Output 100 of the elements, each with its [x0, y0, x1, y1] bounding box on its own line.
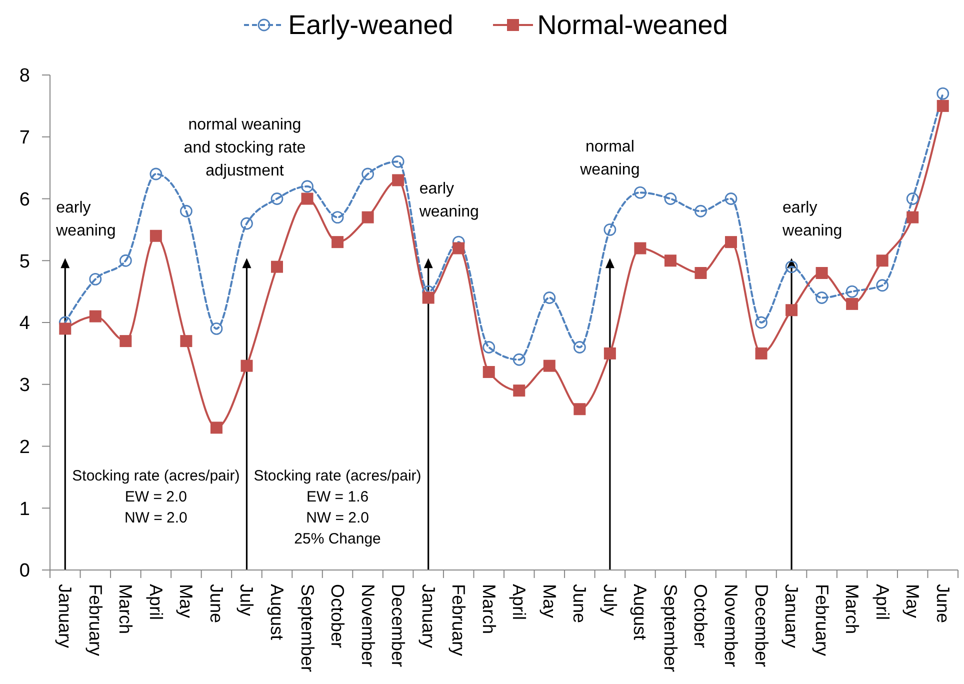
x-tick-label: May	[539, 584, 560, 618]
point	[846, 298, 858, 310]
annotation: early weaning	[55, 200, 116, 240]
legend-label: Normal-weaned	[537, 10, 728, 40]
point	[362, 211, 374, 224]
point	[331, 211, 344, 224]
point	[755, 347, 768, 360]
point	[392, 174, 404, 186]
y-tick-label: 8	[19, 66, 30, 87]
annotation: normal weaning and stocking rate adjustment	[184, 116, 306, 180]
y-tick-label: 0	[19, 560, 30, 582]
x-tick-label: August	[267, 584, 287, 640]
point	[301, 180, 314, 193]
x-tick-label: March	[478, 584, 499, 634]
y-tick-label: 4	[19, 313, 30, 334]
y-tick-label: 7	[19, 128, 30, 149]
x-tick-label: June	[570, 584, 590, 624]
annotation: early weaning	[418, 180, 479, 221]
x-tick-label: April	[509, 584, 530, 620]
point	[452, 242, 465, 254]
annotation: Stocking rate (acres/pair) EW = 1.6 NW = 2.0 25% Change	[254, 468, 422, 548]
point	[786, 304, 798, 316]
point	[513, 384, 526, 397]
x-tick-label: October	[328, 584, 348, 648]
x-tick-label: December	[388, 584, 408, 668]
point	[664, 192, 677, 205]
point	[574, 403, 586, 416]
point	[512, 353, 526, 366]
legend-label: Early-weaned	[288, 10, 454, 40]
point	[906, 211, 919, 224]
point	[936, 100, 949, 112]
x-tick-label: January	[782, 584, 802, 648]
point	[270, 192, 284, 205]
point	[906, 192, 919, 205]
point	[119, 254, 132, 267]
point	[180, 335, 192, 348]
y-tick-label: 1	[19, 498, 30, 520]
point	[89, 272, 102, 286]
x-tick-label: February	[812, 584, 832, 656]
point	[422, 292, 434, 304]
point	[362, 168, 374, 180]
x-tick-label: September	[297, 584, 318, 672]
point	[936, 87, 950, 100]
point	[694, 204, 707, 218]
point	[240, 217, 253, 230]
x-tick-label: May	[176, 584, 196, 618]
point	[725, 236, 737, 248]
point	[332, 236, 344, 248]
point	[694, 267, 707, 279]
x-tick-label: July	[236, 584, 257, 616]
point	[150, 168, 162, 180]
point	[120, 335, 132, 348]
point	[604, 347, 616, 360]
x-tick-label: January	[418, 584, 438, 648]
x-tick-label: June	[932, 584, 953, 624]
x-tick-label: November	[721, 584, 741, 668]
point	[482, 341, 496, 354]
annotation: early weaning	[782, 200, 842, 240]
point	[876, 254, 888, 267]
point	[785, 260, 798, 274]
point	[634, 242, 646, 254]
x-tick-label: April	[872, 584, 892, 620]
point	[604, 223, 616, 236]
x-tick-label: June	[206, 584, 226, 624]
x-tick-label: April	[146, 584, 166, 620]
x-tick-label: January	[55, 584, 76, 648]
point	[210, 422, 222, 434]
x-tick-label: October	[690, 584, 711, 648]
annotation: normal weaning	[579, 138, 640, 179]
point	[180, 204, 192, 218]
y-tick-label: 5	[19, 251, 30, 272]
point	[150, 230, 162, 242]
point	[816, 267, 828, 279]
point	[271, 260, 283, 273]
point	[664, 254, 676, 267]
point	[392, 155, 404, 168]
point	[543, 292, 556, 304]
point	[482, 366, 495, 378]
x-tick-label: November	[358, 584, 378, 668]
x-tick-label: February	[85, 584, 106, 656]
x-tick-label: July	[600, 584, 620, 616]
point	[240, 360, 253, 372]
y-tick-label: 3	[19, 375, 30, 396]
x-tick-label: May	[902, 584, 923, 618]
y-tick-label: 6	[19, 189, 30, 210]
point	[543, 360, 556, 372]
x-tick-label: September	[660, 584, 680, 672]
point	[724, 192, 738, 205]
y-tick-label: 2	[19, 436, 30, 458]
point	[755, 316, 768, 329]
point	[301, 192, 314, 205]
x-tick-label: December	[751, 584, 772, 668]
point	[89, 310, 102, 322]
x-tick-label: February	[448, 584, 469, 656]
point	[634, 186, 646, 199]
point	[816, 292, 828, 304]
point	[573, 341, 586, 354]
point	[846, 285, 858, 298]
point	[210, 322, 223, 335]
x-tick-label: August	[630, 584, 650, 640]
